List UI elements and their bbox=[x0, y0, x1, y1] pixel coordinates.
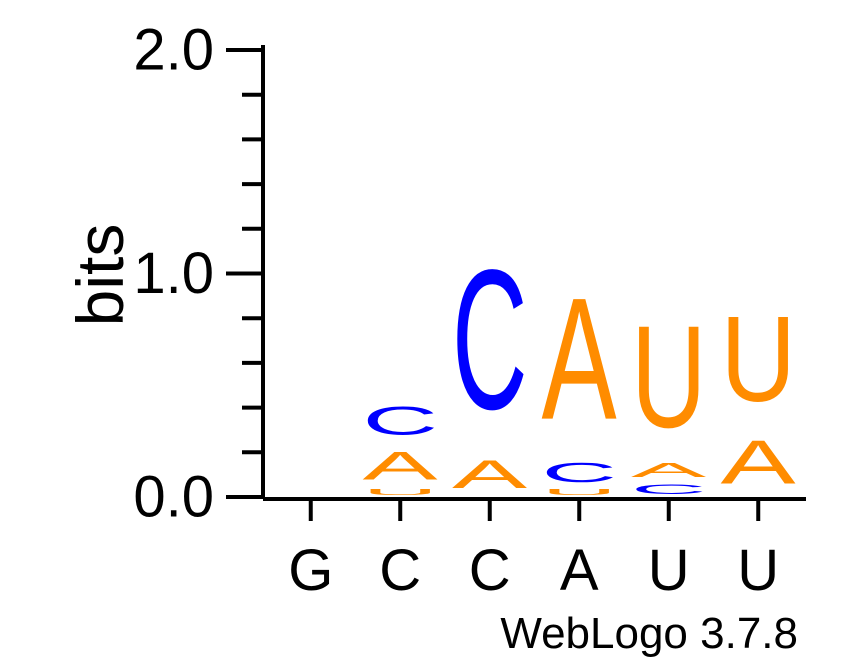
logo-letter-A: A bbox=[721, 428, 797, 497]
x-tick-label: G bbox=[288, 538, 333, 603]
logo-letter-C: C bbox=[363, 398, 438, 443]
logo-letter-C: C bbox=[631, 481, 706, 497]
logo-letter-A: A bbox=[631, 459, 706, 481]
logo-letter-A: A bbox=[363, 443, 439, 488]
x-tick-label: C bbox=[379, 538, 421, 603]
logo-letter-U: U bbox=[542, 488, 617, 497]
weblogo-footer: WebLogo 3.7.8 bbox=[500, 609, 798, 658]
x-tick-label: A bbox=[560, 538, 599, 603]
logo-letter-U: U bbox=[631, 295, 706, 458]
logo-letter-A: A bbox=[452, 452, 528, 497]
logo-letter-U: U bbox=[721, 292, 796, 428]
y-ticks: 0.0 1.0 2.0 bbox=[133, 18, 263, 530]
y-axis-label: bits bbox=[63, 224, 137, 327]
x-tick-label: C bbox=[469, 538, 511, 603]
logo-letter-C: C bbox=[452, 228, 527, 451]
logo-letter-A: A bbox=[542, 263, 617, 456]
logo-letter-C: C bbox=[542, 457, 617, 488]
y-tick-label: 0.0 bbox=[133, 465, 214, 530]
x-tick-label: U bbox=[648, 538, 690, 603]
logo-letter-U: U bbox=[363, 488, 438, 497]
x-tick-label: U bbox=[737, 538, 779, 603]
y-tick-label: 1.0 bbox=[133, 241, 214, 306]
y-tick-label: 2.0 bbox=[133, 18, 214, 83]
